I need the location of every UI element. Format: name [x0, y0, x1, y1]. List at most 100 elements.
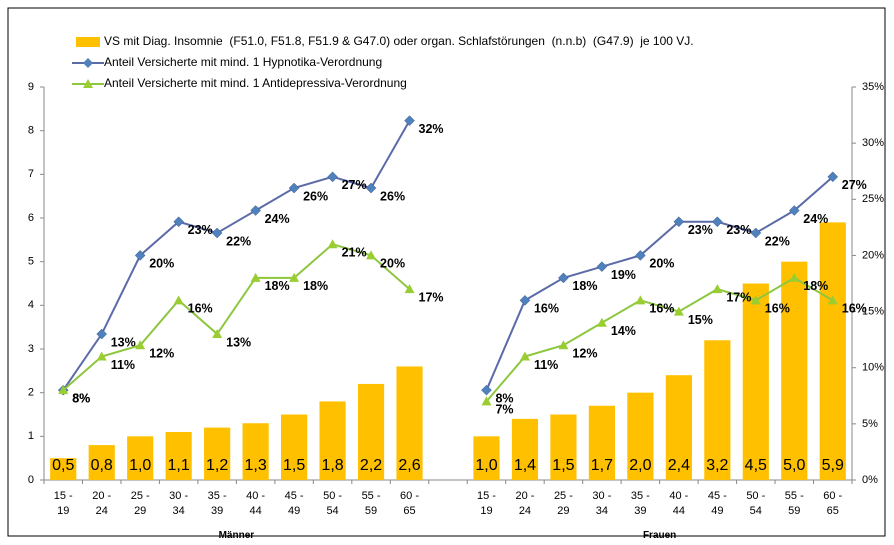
y2-tick-label: 15%: [862, 305, 884, 317]
bar-value-label: 1,3: [244, 457, 266, 474]
x-tick-label: 15 - 19: [53, 490, 73, 517]
y-tick-label: 2: [28, 387, 34, 399]
line-value-label: 27%: [342, 178, 367, 192]
line-value-label: 13%: [111, 335, 136, 349]
line-value-label: 20%: [380, 257, 405, 271]
line-value-label: 7%: [495, 403, 513, 417]
marker: [327, 171, 338, 183]
bar-value-label: 2,6: [398, 457, 420, 474]
bar-value-label: 2,4: [668, 457, 690, 474]
marker: [788, 205, 800, 216]
marker: [596, 261, 608, 273]
line-value-label: 18%: [803, 279, 828, 293]
bar: [357, 383, 385, 480]
x-tick-label: 55 - 59: [784, 490, 804, 517]
bar-value-label: 1,2: [206, 457, 228, 474]
marker: [327, 239, 338, 249]
marker: [558, 272, 569, 284]
marker: [173, 216, 185, 228]
y-tick-label: 9: [28, 81, 34, 93]
line-value-label: 13%: [226, 335, 251, 349]
line-value-label: 16%: [649, 302, 674, 316]
marker: [404, 284, 415, 294]
x-tick-label: 30 - 34: [169, 490, 189, 517]
bar: [704, 340, 731, 480]
marker: [827, 171, 839, 183]
bar: [319, 401, 346, 480]
x-tick-label: 15 - 19: [476, 490, 496, 517]
line: [62, 243, 834, 403]
bar: [281, 414, 308, 480]
legend-label: Anteil Versicherte mit mind. 1 Hypnotika…: [104, 55, 382, 69]
bar: [819, 222, 846, 480]
line-value-label: 20%: [149, 257, 174, 271]
y-tick-label: 6: [28, 212, 34, 224]
y2-tick-label: 10%: [862, 362, 884, 374]
y-tick-label: 8: [28, 125, 34, 137]
bar-value-label: 1,4: [514, 457, 536, 474]
bar-value-label: 1,7: [591, 457, 613, 474]
frame: [7, 7, 886, 537]
marker: [519, 351, 530, 361]
line-value-label: 16%: [534, 302, 559, 316]
y-tick-label: 5: [28, 256, 34, 268]
line-value-label: 22%: [226, 234, 251, 248]
x-tick-label: 20 - 24: [515, 490, 535, 517]
bar-value-label: 0,8: [91, 457, 113, 474]
bar: [127, 436, 154, 480]
marker: [404, 115, 415, 127]
legend-label: VS mit Diag. Insomnie (F51.0, F51.8, F51…: [104, 34, 694, 48]
y-tick-label: 4: [28, 299, 34, 311]
bar: [588, 405, 615, 480]
marker: [635, 295, 646, 305]
marker: [827, 295, 838, 305]
line-value-label: 17%: [419, 290, 444, 304]
x-tick-label: 20 - 24: [92, 490, 112, 517]
x-tick-label: 25 - 29: [130, 490, 150, 517]
line-value-label: 17%: [726, 290, 751, 304]
bar: [204, 427, 231, 480]
bar: [473, 436, 500, 480]
x-tick-label: 55 - 59: [361, 490, 381, 517]
line-value-label: 16%: [765, 302, 790, 316]
marker: [96, 328, 108, 340]
y2-tick-label: 25%: [862, 193, 884, 205]
marker: [366, 250, 377, 260]
marker: [712, 284, 723, 294]
marker: [673, 306, 684, 316]
marker: [673, 216, 685, 228]
bar: [781, 261, 808, 480]
line-value-label: 21%: [342, 245, 367, 259]
marker: [711, 216, 723, 228]
line-value-label: 12%: [572, 347, 597, 361]
marker: [596, 317, 607, 327]
line-value-label: 18%: [303, 279, 328, 293]
line-value-label: 18%: [572, 279, 597, 293]
line-value-label: 26%: [303, 189, 328, 203]
line-value-label: 16%: [842, 302, 867, 316]
legend-marker: [83, 79, 93, 88]
bar-value-label: 2,0: [629, 457, 651, 474]
marker: [519, 294, 531, 306]
group-label: Frauen: [642, 530, 677, 541]
x-tick-label: 60 - 65: [400, 490, 419, 517]
bar: [511, 418, 539, 480]
line-value-label: 16%: [188, 302, 213, 316]
line-value-label: 27%: [842, 178, 867, 192]
marker: [789, 272, 800, 282]
x-tick-label: 25 - 29: [553, 490, 573, 517]
legend-marker: [83, 58, 93, 68]
y-tick-label: 0: [28, 474, 34, 486]
bar-value-label: 3,2: [706, 457, 728, 474]
marker: [558, 340, 569, 350]
marker: [211, 227, 223, 239]
line-value-label: 23%: [726, 223, 751, 237]
x-tick-label: 60 - 65: [823, 490, 843, 517]
x-tick-label: 40 - 44: [669, 490, 689, 517]
bar-value-label: 4,5: [745, 457, 767, 474]
line-value-label: 32%: [419, 122, 444, 136]
group-label: Männer: [218, 530, 255, 541]
line: [62, 120, 834, 391]
bar: [627, 392, 654, 480]
